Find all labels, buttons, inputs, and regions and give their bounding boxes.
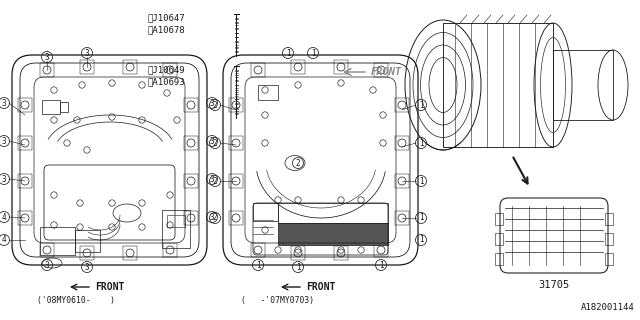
Text: 1: 1 xyxy=(310,49,316,58)
Text: 2: 2 xyxy=(296,158,300,167)
Bar xyxy=(123,246,137,260)
Bar xyxy=(291,60,305,74)
Text: (   -'07MY0703): ( -'07MY0703) xyxy=(241,295,314,305)
Bar xyxy=(253,203,278,221)
Text: FRONT: FRONT xyxy=(95,282,124,292)
Bar xyxy=(278,223,388,245)
Bar xyxy=(42,100,60,114)
Text: 3: 3 xyxy=(84,262,90,271)
Bar xyxy=(278,203,388,223)
Bar xyxy=(605,233,613,245)
Bar xyxy=(40,243,54,257)
Text: 4: 4 xyxy=(2,212,6,221)
Bar xyxy=(334,60,348,74)
Text: 3: 3 xyxy=(2,174,6,183)
Text: 1: 1 xyxy=(419,139,423,148)
Text: 3: 3 xyxy=(45,260,49,269)
Text: 1: 1 xyxy=(296,262,300,271)
Text: 2: 2 xyxy=(212,139,218,148)
Bar xyxy=(184,211,198,225)
Bar xyxy=(80,246,94,260)
Text: 2: 2 xyxy=(212,100,218,109)
Text: 3: 3 xyxy=(45,52,49,61)
Text: 4: 4 xyxy=(2,236,6,244)
Text: 3: 3 xyxy=(210,99,214,108)
Text: 1: 1 xyxy=(419,213,423,222)
Bar xyxy=(163,243,177,257)
Bar xyxy=(18,98,32,112)
Bar xyxy=(40,227,75,255)
Text: 1: 1 xyxy=(419,177,423,186)
Bar xyxy=(605,253,613,265)
Bar xyxy=(374,63,388,77)
Text: ⑤A10693: ⑤A10693 xyxy=(148,77,186,86)
Bar xyxy=(167,215,185,227)
Text: 3: 3 xyxy=(210,137,214,146)
Bar xyxy=(251,243,265,257)
Bar xyxy=(123,60,137,74)
Text: FRONT: FRONT xyxy=(371,67,403,77)
Bar xyxy=(229,211,243,225)
Text: A182001144: A182001144 xyxy=(581,303,635,312)
Text: 1: 1 xyxy=(256,260,260,269)
Bar xyxy=(163,63,177,77)
Text: 31705: 31705 xyxy=(538,280,570,290)
Text: 3: 3 xyxy=(84,49,90,58)
Text: 1: 1 xyxy=(379,260,383,269)
Bar xyxy=(184,174,198,188)
Text: 2: 2 xyxy=(212,177,218,186)
Text: ①J10647: ①J10647 xyxy=(148,13,186,22)
Bar xyxy=(495,233,503,245)
Bar xyxy=(60,102,68,112)
Text: ('08MY0610-    ): ('08MY0610- ) xyxy=(37,295,115,305)
Bar xyxy=(18,174,32,188)
Bar xyxy=(75,230,100,252)
Bar xyxy=(18,211,32,225)
Text: 1: 1 xyxy=(419,100,423,109)
Text: 3: 3 xyxy=(210,174,214,183)
Bar xyxy=(184,136,198,150)
Text: 2: 2 xyxy=(212,213,218,222)
Bar xyxy=(18,136,32,150)
Text: ②J10649: ②J10649 xyxy=(148,66,186,75)
Bar xyxy=(553,50,613,120)
Bar xyxy=(605,213,613,225)
Bar xyxy=(184,98,198,112)
Text: 3: 3 xyxy=(2,137,6,146)
Bar xyxy=(395,211,409,225)
Bar xyxy=(395,136,409,150)
Bar xyxy=(258,85,278,100)
Text: 1: 1 xyxy=(285,49,291,58)
Text: FRONT: FRONT xyxy=(306,282,335,292)
Bar xyxy=(229,98,243,112)
Bar xyxy=(334,246,348,260)
Bar xyxy=(80,60,94,74)
Bar xyxy=(229,174,243,188)
Text: 3: 3 xyxy=(2,99,6,108)
Bar xyxy=(40,63,54,77)
Bar xyxy=(229,136,243,150)
Text: 3: 3 xyxy=(210,212,214,221)
Bar xyxy=(495,213,503,225)
Bar xyxy=(374,243,388,257)
Bar xyxy=(395,174,409,188)
Text: 1: 1 xyxy=(419,236,423,244)
Bar xyxy=(251,63,265,77)
Bar xyxy=(291,246,305,260)
Bar xyxy=(162,210,190,248)
Bar xyxy=(495,253,503,265)
Bar xyxy=(395,98,409,112)
Text: ③A10678: ③A10678 xyxy=(148,26,186,35)
Bar xyxy=(443,23,553,147)
